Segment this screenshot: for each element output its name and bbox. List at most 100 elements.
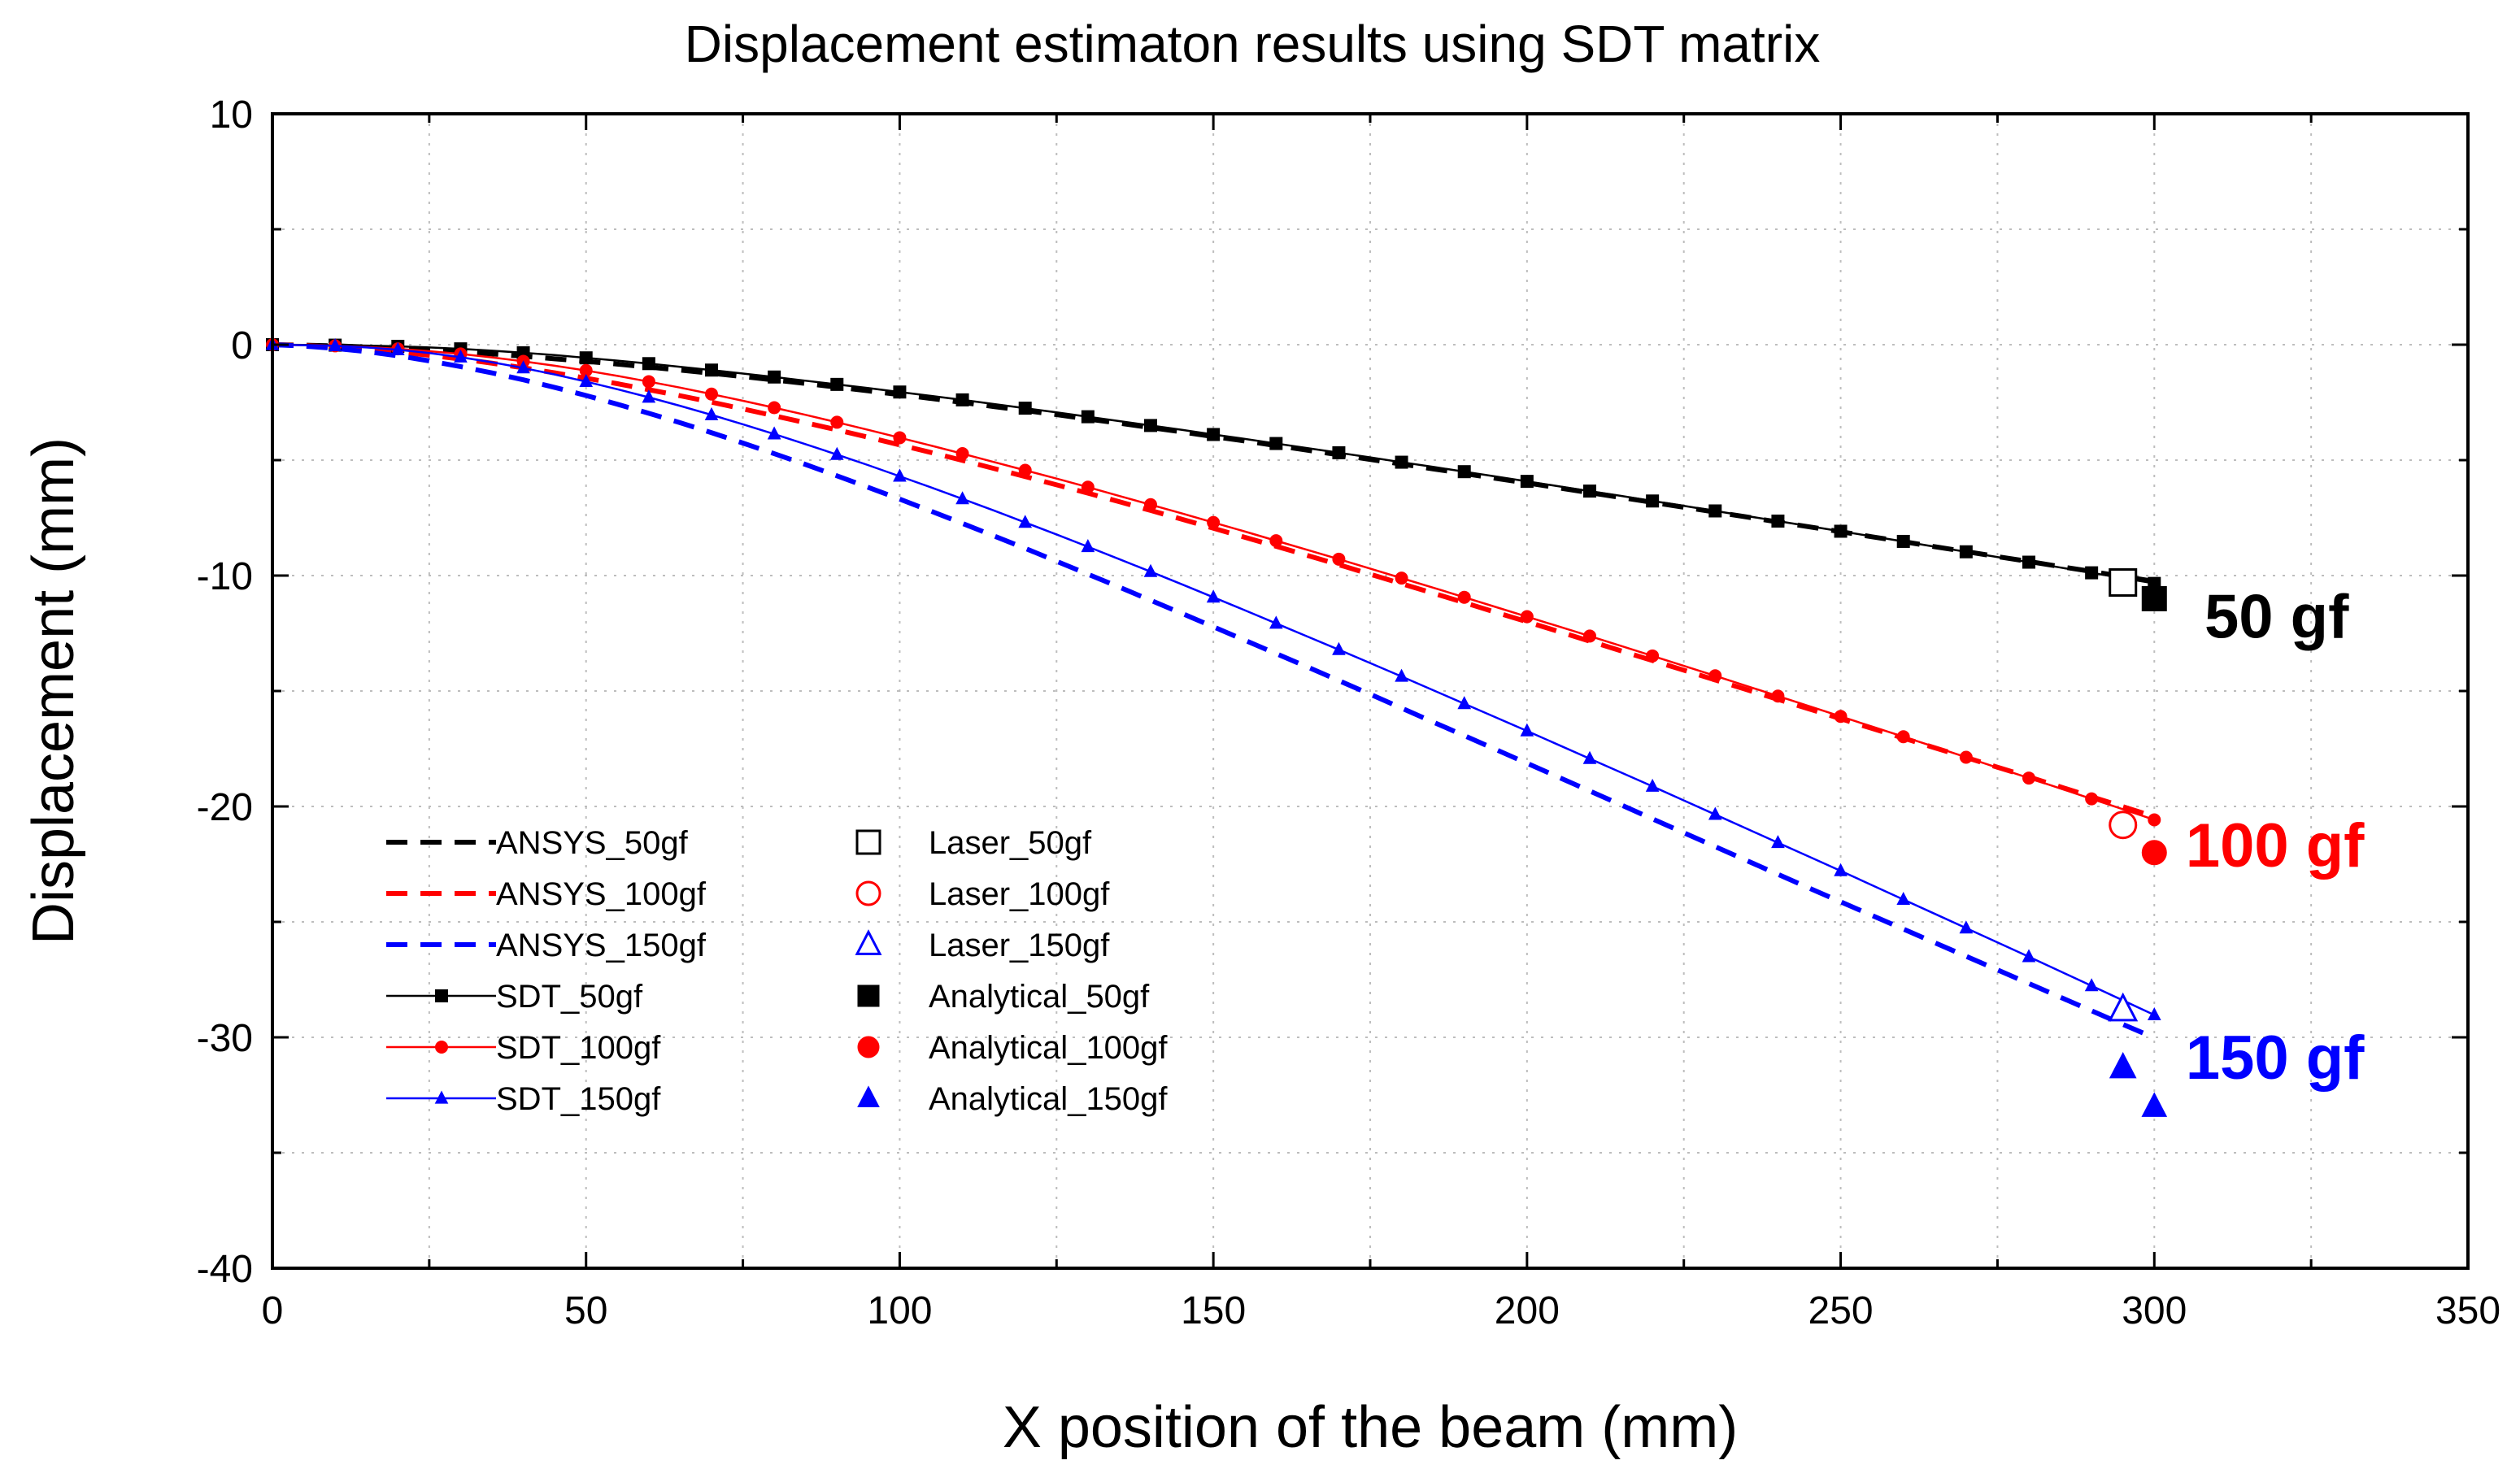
data-point-sdt-50gf xyxy=(1896,534,1910,548)
data-point-sdt-50gf xyxy=(955,393,969,406)
data-point-sdt-150gf xyxy=(704,406,719,420)
data-point-sdt-100gf xyxy=(705,387,718,401)
chart-title: Displacement estimaton results using SDT… xyxy=(685,15,1821,73)
data-point-sdt-50gf xyxy=(1144,419,1157,432)
y-tick-label: -10 xyxy=(197,555,253,598)
data-point-sdt-100gf xyxy=(2085,792,2099,806)
legend-label-ansys-150gf: ANSYS_150gf xyxy=(496,928,707,963)
legend-label-sdt-100gf: SDT_100gf xyxy=(496,1030,661,1066)
data-point-sdt-100gf xyxy=(893,431,907,445)
x-tick-label: 50 xyxy=(564,1289,607,1332)
data-point-sdt-50gf xyxy=(1018,402,1032,415)
data-point-sdt-100gf xyxy=(1144,498,1157,511)
data-point-sdt-150gf xyxy=(2147,1006,2161,1021)
data-point-sdt-50gf xyxy=(2022,555,2035,569)
data-point-sdt-50gf xyxy=(893,385,907,399)
data-point-sdt-150gf xyxy=(2109,1051,2137,1079)
legend-marker-sdt-150gf xyxy=(434,1090,449,1104)
data-point-sdt-50gf xyxy=(1269,437,1283,450)
data-point-sdt-50gf xyxy=(579,351,593,365)
x-tick-label: 300 xyxy=(2122,1289,2187,1332)
data-point-sdt-50gf xyxy=(1959,545,1973,558)
x-tick-label: 250 xyxy=(1808,1289,1874,1332)
annotation-100-gf: 100 gf xyxy=(2186,811,2365,880)
data-point-sdt-150gf xyxy=(829,446,844,460)
data-point-sdt-150gf xyxy=(579,373,594,388)
axis-ticks: 0 50 100 150 200 250 300 350 -40 -30 -20 -10 0 10 xyxy=(197,93,2500,1332)
data-point-sdt-150gf xyxy=(1332,641,1346,655)
series-line-ansys-150gf xyxy=(272,342,2156,1041)
series-line-ansys-50gf xyxy=(272,342,2155,585)
data-point-sdt-150gf xyxy=(2084,978,2099,992)
data-point-sdt-100gf xyxy=(1708,669,1722,683)
legend-label-laser-50gf: Laser_50gf xyxy=(929,825,1092,861)
data-point-sdt-100gf xyxy=(2022,771,2035,785)
data-point-sdt-150gf xyxy=(1771,835,1785,849)
data-point-laser-50gf xyxy=(2109,568,2138,598)
data-point-sdt-100gf xyxy=(955,447,969,461)
data-point-sdt-50gf xyxy=(1520,475,1534,489)
data-point-analytical-150gf xyxy=(2141,1092,2168,1117)
grid-lines xyxy=(272,114,2468,1268)
data-point-sdt-50gf xyxy=(1081,410,1095,424)
x-tick-label: 0 xyxy=(262,1289,284,1332)
data-point-sdt-150gf xyxy=(893,468,907,482)
data-point-sdt-150gf xyxy=(516,360,530,374)
data-point-sdt-50gf xyxy=(1834,524,1848,538)
legend-label-ansys-100gf: ANSYS_100gf xyxy=(496,876,707,912)
data-point-analytical-100gf xyxy=(2141,840,2167,866)
y-tick-label: -30 xyxy=(197,1017,253,1060)
data-point-sdt-150gf xyxy=(1269,615,1283,629)
y-tick-label: 10 xyxy=(210,93,253,137)
y-tick-label: -40 xyxy=(197,1248,253,1291)
legend-label-analytical-50gf: Analytical_50gf xyxy=(929,979,1150,1015)
data-point-sdt-150gf xyxy=(1143,563,1158,577)
data-point-sdt-100gf xyxy=(1207,515,1221,529)
data-point-sdt-150gf xyxy=(1896,891,1911,906)
data-point-sdt-100gf xyxy=(1457,590,1471,604)
data-point-sdt-100gf xyxy=(1332,552,1346,566)
data-point-sdt-100gf xyxy=(1018,463,1032,477)
y-tick-label: -20 xyxy=(197,786,253,829)
data-point-sdt-150gf xyxy=(1395,668,1408,682)
data-point-sdt-100gf xyxy=(1520,610,1534,624)
legend-marker-sdt-50gf xyxy=(435,989,448,1002)
data-point-sdt-150gf xyxy=(642,389,656,403)
data-point-sdt-50gf xyxy=(2085,566,2099,580)
data-point-sdt-100gf xyxy=(1583,629,1596,643)
data-point-sdt-150gf xyxy=(1708,806,1722,820)
data-point-sdt-150gf xyxy=(454,349,468,363)
data-point-sdt-100gf xyxy=(1959,750,1973,764)
legend-marker-laser-150gf xyxy=(855,929,882,955)
data-point-sdt-150gf xyxy=(1206,589,1221,603)
data-point-sdt-50gf xyxy=(1332,445,1346,459)
legend-marker-laser-50gf xyxy=(855,829,881,855)
annotation-150-gf: 150 gf xyxy=(2186,1024,2365,1093)
data-point-sdt-100gf xyxy=(642,375,655,389)
data-point-sdt-150gf xyxy=(1834,863,1848,876)
data-point-sdt-50gf xyxy=(1771,514,1785,528)
data-point-sdt-50gf xyxy=(830,377,844,391)
data-point-sdt-150gf xyxy=(767,426,781,440)
data-point-sdt-50gf xyxy=(642,357,655,371)
data-point-sdt-50gf xyxy=(768,370,781,384)
data-point-sdt-150gf xyxy=(2022,949,2036,963)
data-point-sdt-150gf xyxy=(1582,750,1597,764)
data-point-sdt-150gf xyxy=(1959,920,1974,934)
data-point-sdt-100gf xyxy=(1269,534,1283,548)
data-point-sdt-150gf xyxy=(328,337,342,351)
data-point-sdt-150gf xyxy=(1081,539,1095,553)
series-layer xyxy=(265,337,2161,1041)
data-point-laser-150gf xyxy=(2108,992,2139,1022)
legend-marker-analytical-100gf xyxy=(857,1036,880,1058)
data-point-sdt-50gf xyxy=(705,363,718,377)
load-annotations: 50 gf 100 gf 150 gf xyxy=(2186,583,2365,1093)
data-point-sdt-100gf xyxy=(2148,813,2161,827)
legend-marker-sdt-100gf xyxy=(435,1041,448,1054)
data-point-sdt-100gf xyxy=(1834,710,1848,724)
y-axis-label: Displacement (mm) xyxy=(21,437,86,945)
data-point-sdt-50gf xyxy=(1457,465,1471,479)
legend-marker-laser-100gf xyxy=(855,880,881,906)
annotation-50-gf: 50 gf xyxy=(2204,583,2349,652)
